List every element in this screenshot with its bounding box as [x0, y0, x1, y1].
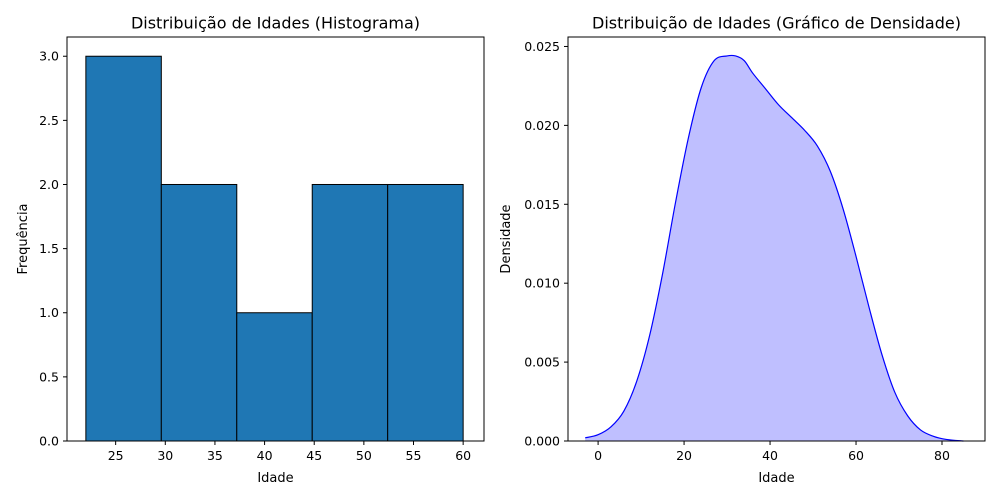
density-y-tick-label: 0.000	[524, 434, 560, 449]
histogram-y-tick-label: 0.0	[39, 434, 59, 449]
histogram-bar	[85, 55, 162, 442]
histogram-axes-frame	[66, 36, 485, 442]
histogram-y-tick-label: 2.0	[39, 177, 59, 192]
density-y-tick-label: 0.025	[524, 39, 560, 54]
density-y-tick-label: 0.010	[524, 276, 560, 291]
histogram-bar	[311, 183, 389, 442]
histogram-bars	[85, 55, 464, 442]
density-y-tick-label: 0.015	[524, 197, 560, 212]
histogram-x-tick-label: 30	[157, 448, 173, 463]
histogram-x-tick-label: 60	[455, 448, 471, 463]
density-title: Distribuição de Idades (Gráfico de Densi…	[592, 14, 961, 33]
density-panel: Distribuição de Idades (Gráfico de Densi…	[499, 14, 986, 486]
histogram-x-tick-label: 50	[356, 448, 372, 463]
histogram-bar	[160, 183, 238, 442]
density-x-tick-label: 40	[762, 448, 778, 463]
histogram-x-tick-label: 40	[257, 448, 273, 463]
histogram-y-tick-label: 3.0	[39, 49, 59, 64]
histogram-x-tick-label: 55	[406, 448, 422, 463]
histogram-y-tick-label: 2.5	[39, 113, 59, 128]
histogram-title: Distribuição de Idades (Histograma)	[131, 14, 420, 33]
density-x-ticks: 0 20 40 60 80	[594, 441, 950, 463]
histogram-y-tick-label: 0.5	[39, 369, 59, 384]
histogram-y-tick-label: 1.0	[39, 305, 59, 320]
density-line	[585, 54, 964, 442]
density-axes-frame	[567, 36, 986, 442]
density-y-tick-label: 0.005	[524, 355, 560, 370]
density-area	[585, 55, 964, 441]
density-y-ticks: 0.000 0.005 0.010 0.015 0.020 0.025	[524, 39, 568, 449]
histogram-panel: Distribuição de Idades (Histograma) 25 30…	[16, 14, 485, 486]
density-x-tick-label: 60	[848, 448, 864, 463]
histogram-bar	[387, 183, 464, 442]
density-x-tick-label: 0	[594, 448, 602, 463]
histogram-x-tick-label: 35	[207, 448, 223, 463]
density-y-label: Densidade	[499, 204, 514, 273]
density-x-tick-label: 20	[676, 448, 692, 463]
histogram-x-tick-label: 45	[306, 448, 322, 463]
histogram-x-label: Idade	[257, 471, 293, 486]
histogram-y-tick-label: 1.5	[39, 241, 59, 256]
histogram-x-ticks: 25 30 35 40 45 50 55 60	[108, 441, 471, 463]
histogram-x-tick-label: 25	[108, 448, 124, 463]
density-x-tick-label: 80	[934, 448, 950, 463]
histogram-bar	[236, 312, 313, 442]
histogram-y-ticks: 0.0 0.5 1.0 1.5 2.0 2.5 3.0	[39, 49, 67, 449]
density-y-tick-label: 0.020	[524, 118, 560, 133]
histogram-y-label: Frequência	[16, 203, 31, 274]
density-x-label: Idade	[758, 471, 794, 486]
